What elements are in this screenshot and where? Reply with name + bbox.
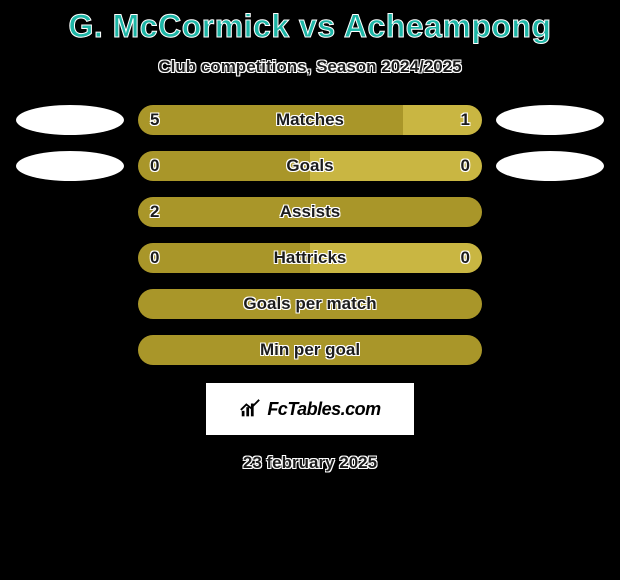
logo-box: FcTables.com — [206, 383, 414, 435]
left-ellipse — [16, 105, 124, 135]
chart-icon — [239, 398, 261, 420]
stat-bar: Min per goal — [138, 335, 482, 365]
stat-row: Assists2 — [0, 197, 620, 227]
stat-bar: Matches51 — [138, 105, 482, 135]
stat-row: Min per goal — [0, 335, 620, 365]
comparison-infographic: G. McCormick vs Acheampong Club competit… — [0, 0, 620, 580]
bars-container: Matches51 Goals00 Assists2 Hattricks00 Goals… — [0, 105, 620, 381]
bar-segment-right — [310, 243, 482, 273]
bar-segment-right — [403, 105, 482, 135]
right-ellipse — [496, 105, 604, 135]
bar-segment-left — [138, 335, 482, 365]
stat-bar: Goals per match — [138, 289, 482, 319]
date-text: 23 february 2025 — [243, 453, 377, 473]
stat-row: Hattricks00 — [0, 243, 620, 273]
logo-text: FcTables.com — [267, 399, 380, 420]
page-title: G. McCormick vs Acheampong — [68, 8, 551, 45]
bar-segment-left — [138, 197, 482, 227]
bar-segment-left — [138, 289, 482, 319]
stat-row: Goals00 — [0, 151, 620, 181]
stat-row: Goals per match — [0, 289, 620, 319]
bar-segment-left — [138, 151, 310, 181]
page-subtitle: Club competitions, Season 2024/2025 — [158, 57, 461, 77]
stat-bar: Goals00 — [138, 151, 482, 181]
bar-segment-left — [138, 243, 310, 273]
stat-row: Matches51 — [0, 105, 620, 135]
stat-bar: Hattricks00 — [138, 243, 482, 273]
bar-segment-right — [310, 151, 482, 181]
right-ellipse — [496, 151, 604, 181]
bar-segment-left — [138, 105, 403, 135]
stat-bar: Assists2 — [138, 197, 482, 227]
left-ellipse — [16, 151, 124, 181]
